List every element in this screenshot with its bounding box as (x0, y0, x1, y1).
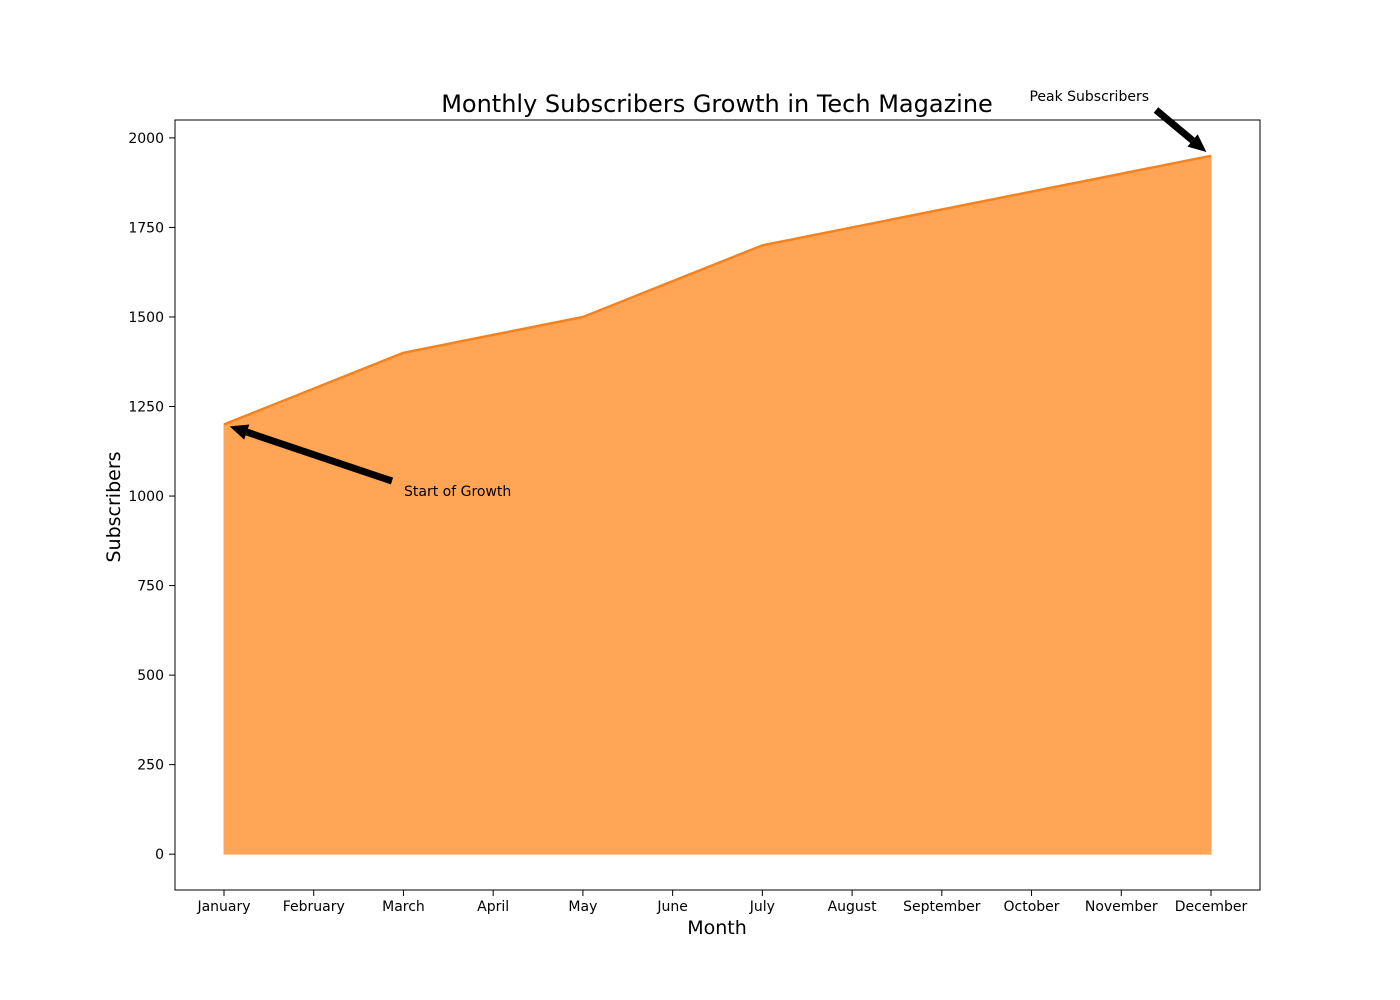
y-tick-label-0: 0 (155, 847, 164, 863)
x-tick-label-july: July (749, 899, 775, 915)
x-tick-label-september: September (903, 899, 981, 915)
x-axis-ticks: January February March April May June July Augu… (196, 890, 1248, 915)
area-fill (223, 155, 1212, 855)
chart-title: Monthly Subscribers Growth in Tech Magaz… (441, 90, 993, 118)
x-tick-label-december: December (1175, 899, 1248, 915)
annotation-arrow-shaft (1153, 107, 1195, 144)
x-tick-label-february: February (283, 899, 345, 915)
y-tick-label-2000: 2000 (128, 131, 164, 147)
annotation-label: Peak Subscribers (1029, 89, 1149, 105)
y-tick-label-250: 250 (137, 758, 164, 774)
annotation-arrow-head (229, 424, 250, 440)
y-axis-ticks: 0 250 500 750 1000 1250 1500 1750 2000 (128, 131, 175, 863)
y-tick-label-750: 750 (137, 579, 164, 595)
plot-area (223, 154, 1212, 855)
annotation-start-of-growth: Start of Growth (229, 424, 511, 500)
plot-frame (174, 119, 1261, 891)
y-tick-label-1750: 1750 (128, 220, 164, 236)
y-axis-title: Subscribers (103, 451, 125, 562)
x-axis-title: Month (687, 917, 747, 939)
annotation-peak-subscribers: Peak Subscribers (1029, 89, 1207, 152)
x-tick-label-october: October (1004, 899, 1060, 915)
y-tick-label-1250: 1250 (128, 400, 164, 416)
y-tick-label-500: 500 (137, 668, 164, 684)
series-line (223, 154, 1212, 426)
annotation-arrow-shaft (245, 428, 394, 485)
annotation-arrow-head (1187, 134, 1207, 152)
x-tick-label-november: November (1085, 899, 1158, 915)
y-tick-label-1000: 1000 (128, 489, 164, 505)
x-tick-label-january: January (196, 899, 250, 915)
x-tick-label-april: April (477, 899, 509, 915)
y-tick-label-1500: 1500 (128, 310, 164, 326)
x-tick-label-june: June (656, 899, 688, 915)
x-tick-label-march: March (382, 899, 425, 915)
x-tick-label-may: May (568, 899, 597, 915)
annotation-label: Start of Growth (404, 484, 511, 500)
annotations: Start of Growth Peak Subscribers (229, 89, 1207, 500)
x-tick-label-august: August (828, 899, 878, 915)
